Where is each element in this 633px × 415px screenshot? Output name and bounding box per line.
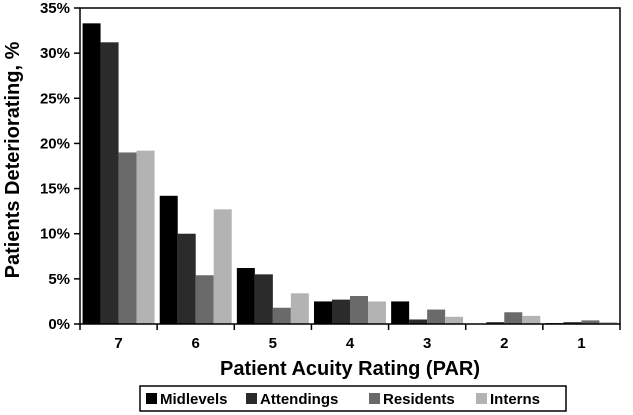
bar-residents-3 [427,309,446,324]
bar-attendings-6 [177,233,196,324]
legend-label-residents: Residents [383,391,455,408]
bar-midlevels-5 [236,268,255,324]
bar-residents-6 [195,275,214,324]
x-tick-label: 1 [577,335,585,352]
legend-label-attendings: Attendings [260,391,338,408]
y-tick-label: 20% [40,135,70,152]
legend-swatch-midlevels [146,393,157,404]
y-tick-label: 25% [40,90,70,107]
bar-interns-4 [368,301,386,324]
plot-border [79,7,621,325]
y-tick-label: 10% [40,226,70,243]
bar-midlevels-7 [82,23,101,324]
bar-attendings-3 [409,319,428,324]
legend-label-interns: Interns [490,391,540,408]
bar-midlevels-3 [391,301,410,324]
legend: Midlevels Attendings Residents Interns [139,385,567,412]
x-tick-label: 4 [346,335,355,352]
y-tick-label: 0% [48,316,70,333]
bar-attendings-7 [100,42,119,325]
bar-residents-4 [350,296,368,324]
y-axis-ticks: 0% 5% 10% 15% 20% 25% 30% 35% [40,0,80,333]
bar-attendings-4 [332,299,350,324]
y-tick-label: 30% [40,45,70,62]
plot-frame [79,7,621,325]
y-tick-label: 5% [48,271,70,288]
legend-box [139,385,567,412]
x-tick-label: 6 [192,335,200,352]
bar-interns-7 [136,150,155,324]
bar-residents-7 [118,152,137,324]
bar-attendings-5 [254,274,273,324]
legend-swatch-attendings [246,393,257,404]
bar-residents-1 [581,320,600,324]
legend-swatch-interns [476,393,487,404]
bar-interns-5 [290,293,309,324]
y-axis-title: Patients Deteriorating, % [2,41,24,278]
x-tick-label: 7 [114,335,122,352]
bar-interns-6 [213,209,232,324]
bar-residents-5 [272,307,291,324]
y-tick-label: 15% [40,181,70,198]
legend-label-midlevels: Midlevels [160,391,228,408]
x-axis-title: Patient Acuity Rating (PAR) [220,358,480,380]
x-tick-label: 2 [500,335,508,352]
bar-midlevels-6 [159,195,178,324]
x-tick-label: 3 [423,335,431,352]
bar-attendings-1 [563,322,582,324]
x-tick-label: 5 [269,335,277,352]
x-axis-ticks: 7 6 5 4 3 2 1 [79,324,621,352]
bars [82,23,618,325]
legend-swatch-residents [369,393,380,404]
bar-midlevels-4 [314,301,332,324]
bar-interns-2 [522,315,541,324]
bar-interns-3 [445,316,464,324]
bar-interns-1 [599,322,618,324]
y-tick-label: 35% [40,0,70,17]
bar-residents-2 [504,312,523,324]
bar-attendings-2 [486,322,505,324]
